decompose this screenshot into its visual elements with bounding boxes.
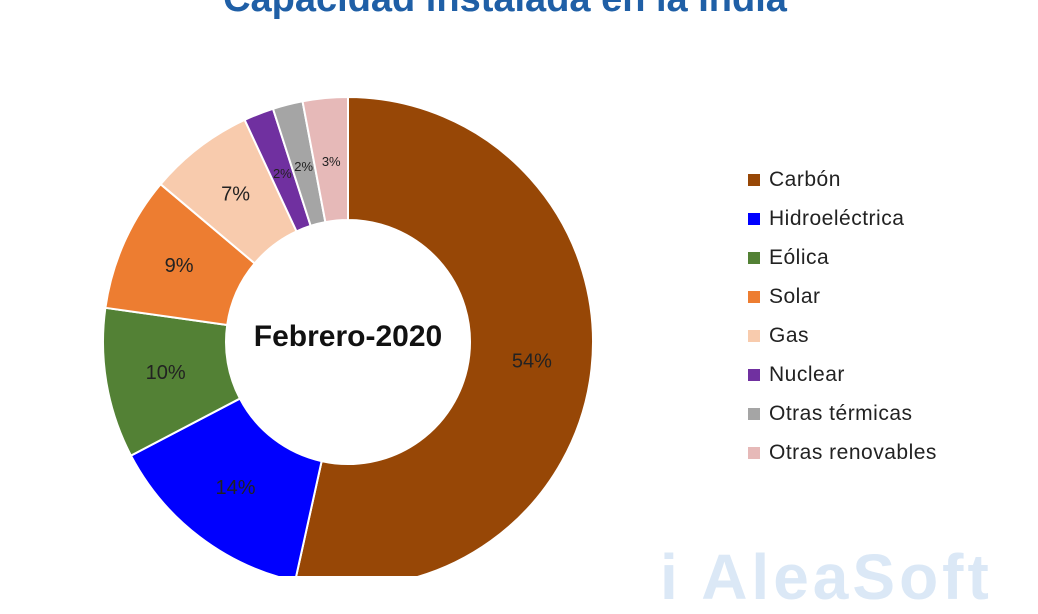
- donut-center-label: Febrero-2020: [253, 320, 443, 353]
- legend-item-solar[interactable]: Solar: [748, 277, 937, 316]
- legend-item-nuclear[interactable]: Nuclear: [748, 355, 937, 394]
- slice-label-hidroelectrica: 14%: [216, 477, 256, 499]
- legend-label: Otras renovables: [769, 440, 937, 464]
- legend-swatch-icon: [748, 368, 760, 381]
- legend-label: Gas: [769, 323, 810, 347]
- legend-label: Eólica: [769, 245, 830, 269]
- legend-item-eolica[interactable]: Eólica: [748, 238, 937, 277]
- legend-label: Otras térmicas: [769, 401, 913, 425]
- legend-swatch-icon: [748, 446, 760, 459]
- slice-label-gas: 7%: [221, 183, 250, 205]
- legend-item-otras-termicas[interactable]: Otras térmicas: [748, 394, 937, 433]
- legend-item-otras-renovables[interactable]: Otras renovables: [748, 433, 937, 472]
- legend-item-carbon[interactable]: Carbón: [748, 160, 937, 199]
- slice-label-carbon: 54%: [512, 350, 552, 372]
- legend-label: Solar: [769, 284, 821, 308]
- legend-item-gas[interactable]: Gas: [748, 316, 937, 355]
- slice-label-otras-termicas: 2%: [294, 159, 313, 174]
- slice-label-otras-renovables: 3%: [322, 154, 341, 169]
- legend-swatch-icon: [748, 212, 760, 225]
- watermark-logo: i AleaSoft: [660, 541, 993, 613]
- chart-legend: Carbón Hidroeléctrica Eólica Solar Gas Nuclea…: [748, 160, 937, 472]
- legend-swatch-icon: [748, 290, 760, 303]
- legend-label: Hidroeléctrica: [769, 206, 905, 230]
- legend-item-hidroelectrica[interactable]: Hidroeléctrica: [748, 199, 937, 238]
- slice-label-eolica: 10%: [146, 362, 186, 384]
- slice-hidroelectrica: [129, 397, 323, 576]
- legend-label: Nuclear: [769, 362, 845, 386]
- chart-title: Capacidad instalada en la India: [0, 0, 1010, 21]
- slice-otras-renovables: [301, 95, 349, 224]
- legend-label: Carbón: [769, 167, 841, 191]
- slice-carbon: [295, 95, 595, 576]
- legend-swatch-icon: [748, 407, 760, 420]
- slice-label-solar: 9%: [165, 255, 194, 277]
- legend-swatch-icon: [748, 173, 760, 186]
- legend-swatch-icon: [748, 329, 760, 342]
- slice-label-nuclear: 2%: [273, 166, 292, 181]
- legend-swatch-icon: [748, 251, 760, 264]
- donut-chart: 54% 14% 10% 9% 7% 2% 2% 3%: [102, 95, 595, 576]
